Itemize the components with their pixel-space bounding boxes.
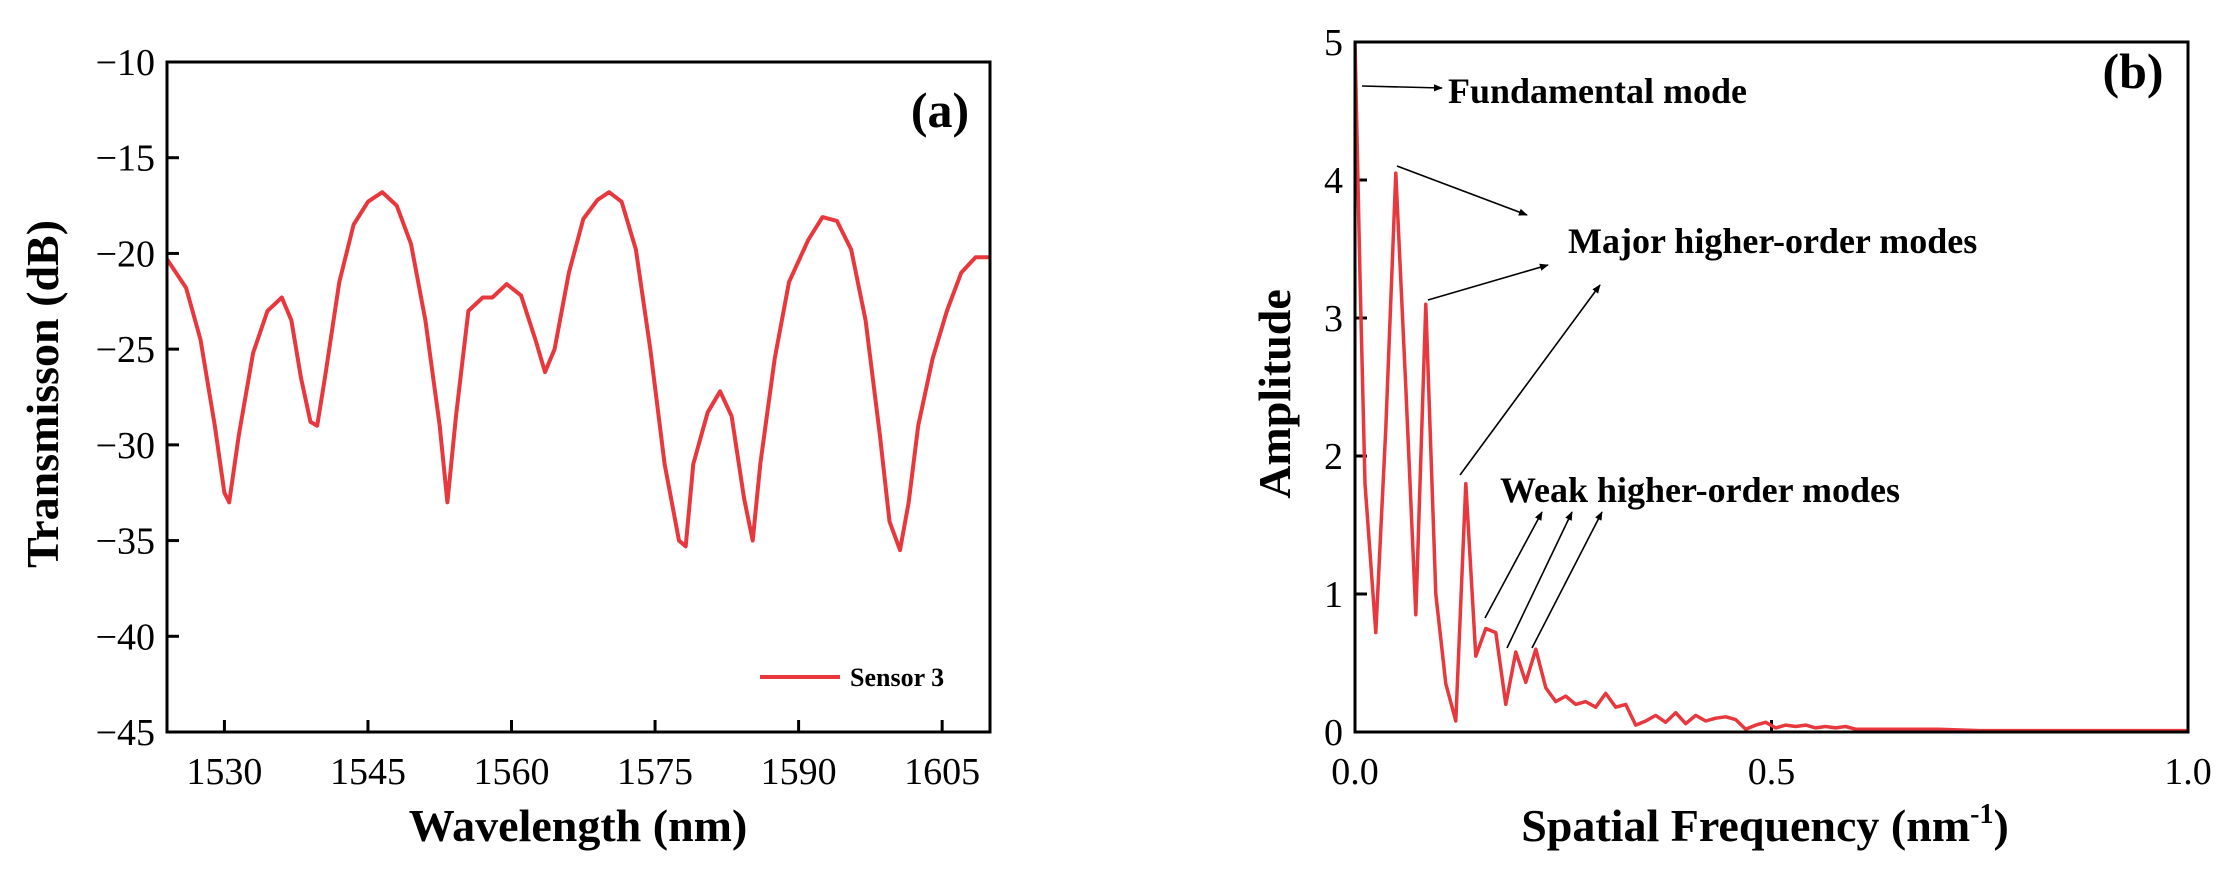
panel-a-plot-frame bbox=[165, 60, 992, 734]
panel-a-y-tick-label: −45 bbox=[96, 712, 155, 754]
panel-b-plot-frame bbox=[1353, 40, 2190, 734]
panel-a-x-tick-label: 1575 bbox=[617, 751, 693, 793]
panel-a-transmission-spectrum: −10 −15 −20 −25 −30 −35 −40 −45 1530 1545 1560 157… bbox=[17, 42, 992, 851]
panel-b-y-tick-label: 4 bbox=[1324, 160, 1343, 202]
panel-b-y-axis-label: Amplitude bbox=[1249, 289, 1300, 499]
panel-b-y-tick-label: 0 bbox=[1324, 712, 1343, 754]
panel-a-y-tick-label: −20 bbox=[96, 233, 155, 275]
panel-a-x-tick-label: 1605 bbox=[904, 751, 980, 793]
weak-arrow-2 bbox=[1506, 511, 1573, 649]
major-modes-annotation: Major higher-order modes bbox=[1568, 221, 1977, 261]
panel-a-y-tick-label: −15 bbox=[96, 138, 155, 180]
panel-a-x-tick-label: 1530 bbox=[186, 751, 262, 793]
panel-a-y-tick-label: −30 bbox=[96, 425, 155, 467]
panel-b-x-tick-label: 0.0 bbox=[1331, 751, 1379, 793]
panel-b-y-tick-label: 5 bbox=[1324, 22, 1343, 64]
major-arrow-1 bbox=[1396, 165, 1528, 216]
panel-b-label: (b) bbox=[2102, 43, 2163, 99]
panel-a-y-tick-label: −25 bbox=[96, 329, 155, 371]
panel-a-y-axis-ticks: −10 −15 −20 −25 −30 −35 −40 −45 bbox=[96, 42, 179, 754]
legend-sensor-3-label: Sensor 3 bbox=[850, 663, 944, 692]
fundamental-mode-annotation: Fundamental mode bbox=[1448, 71, 1747, 111]
major-arrow-3 bbox=[1459, 284, 1601, 476]
panel-a-x-axis-label: Wavelength (nm) bbox=[409, 800, 748, 851]
fundamental-arrow bbox=[1361, 84, 1443, 92]
panel-b-y-tick-label: 1 bbox=[1324, 574, 1343, 616]
panel-a-y-axis-label: Transmisson (dB) bbox=[17, 220, 68, 568]
panel-b-x-axis-label: Spatial Frequency (nm-1) bbox=[1521, 799, 2009, 851]
panel-a-x-axis-ticks: 1530 1545 1560 1575 1590 1605 bbox=[186, 720, 980, 793]
panel-b-x-tick-label: 1.0 bbox=[2164, 751, 2212, 793]
panel-b-x-axis-ticks: 0.0 0.5 1.0 bbox=[1331, 720, 2212, 793]
panel-a-y-tick-label: −40 bbox=[96, 616, 155, 658]
panel-a-y-tick-label: −35 bbox=[96, 521, 155, 563]
panel-a-label: (a) bbox=[911, 82, 969, 138]
weak-modes-annotation: Weak higher-order modes bbox=[1500, 470, 1900, 510]
panel-b-spatial-frequency-spectrum: 0 1 2 3 4 5 0.0 0.5 1.0 (b) Fundamental mode Ma… bbox=[1249, 22, 2212, 851]
panel-a-x-tick-label: 1560 bbox=[474, 751, 550, 793]
panel-a-y-tick-label: −10 bbox=[96, 42, 155, 84]
panel-b-y-tick-label: 2 bbox=[1324, 436, 1343, 478]
major-arrow-2 bbox=[1427, 263, 1549, 301]
panel-a-x-tick-label: 1545 bbox=[330, 751, 406, 793]
spatial-frequency-amplitude-line bbox=[1355, 42, 2188, 732]
panel-b-y-tick-label: 3 bbox=[1324, 298, 1343, 340]
weak-arrow-3 bbox=[1531, 511, 1603, 649]
panel-b-y-axis-ticks: 0 1 2 3 4 5 bbox=[1324, 22, 1367, 754]
panel-a-x-tick-label: 1590 bbox=[761, 751, 837, 793]
sensor-3-spectrum-line bbox=[167, 190, 990, 553]
weak-arrow-1 bbox=[1484, 511, 1543, 619]
panel-b-x-tick-label: 0.5 bbox=[1748, 751, 1796, 793]
